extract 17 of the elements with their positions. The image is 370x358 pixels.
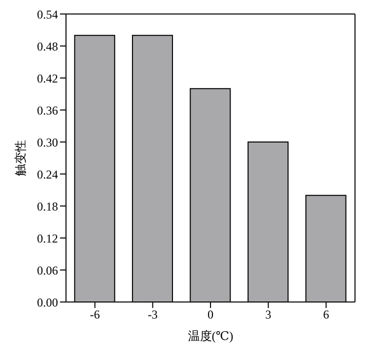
y-tick-label: 0.30	[37, 135, 58, 150]
x-tick-label: 6	[323, 308, 330, 322]
y-tick-label: 0.42	[37, 71, 58, 86]
y-tick-label: 0.36	[37, 103, 58, 118]
y-tick-label: 0.24	[37, 167, 58, 182]
y-tick-label: 0.00	[37, 295, 58, 310]
y-tick-label: 0.06	[37, 263, 58, 278]
y-axis-title: 触变性	[13, 140, 28, 176]
x-tick-label: 0	[208, 308, 214, 322]
x-tick-label: -3	[148, 308, 158, 322]
y-tick-label: 0.12	[37, 231, 58, 246]
x-axis-title: 温度(℃)	[188, 329, 234, 343]
y-tick-label: 0.54	[37, 7, 58, 22]
x-tick-label: -6	[90, 308, 100, 322]
y-tick-label: 0.48	[37, 39, 58, 54]
x-tick-label: 3	[265, 308, 272, 322]
y-tick-label: 0.18	[37, 199, 58, 214]
